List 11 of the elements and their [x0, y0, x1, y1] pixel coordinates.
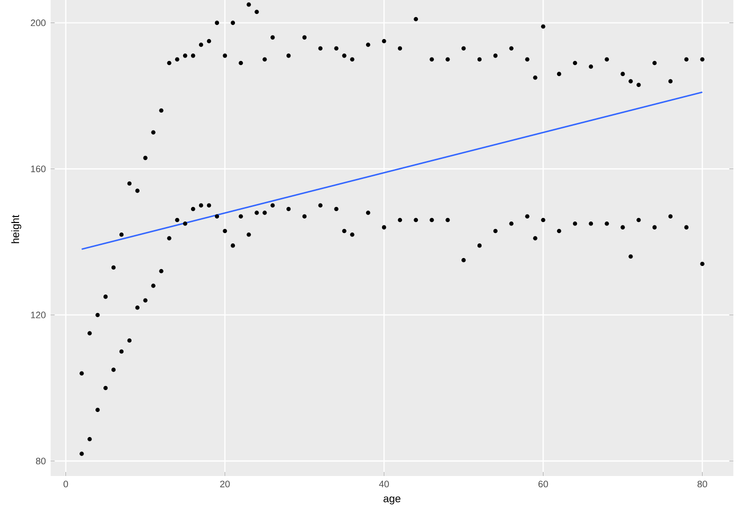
y-tick-label: 200 [30, 20, 46, 26]
y-axis-title: height [11, 214, 22, 244]
x-tick-label: 40 [379, 480, 389, 488]
x-axis-title: age [384, 496, 400, 504]
x-tick-label: 0 [64, 480, 68, 488]
y-tick-label: 80 [36, 458, 46, 464]
y-tick-label: 160 [31, 166, 46, 172]
x-tick-label: 80 [698, 480, 708, 488]
x-tick-label: 20 [220, 480, 230, 488]
y-tick-label: 120 [31, 312, 46, 318]
x-tick-label: 60 [538, 480, 548, 488]
